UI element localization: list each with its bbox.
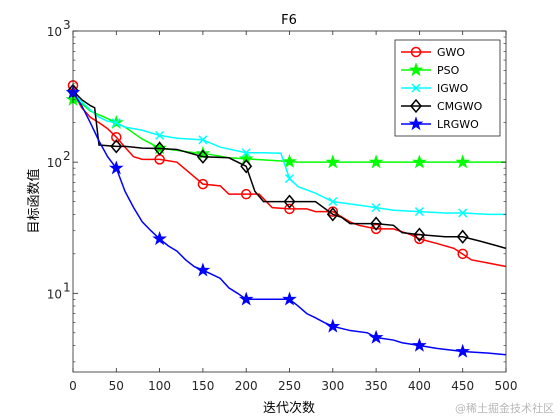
marker-pso	[282, 153, 297, 168]
marker-gwo	[370, 223, 382, 235]
marker-igwo	[198, 135, 208, 145]
y-axis-label: 目标函数值	[26, 168, 42, 233]
marker-cmgwo	[110, 139, 123, 154]
x-tick-label: 200	[235, 379, 258, 393]
legend-label: LRGWO	[437, 118, 479, 131]
legend-entry-pso: PSO	[401, 62, 460, 77]
x-tick-label: 250	[278, 379, 301, 393]
watermark-text: @稀土掘金技术社区	[455, 402, 554, 415]
legend: GWO PSO IGWO CMGWO LRGWO	[394, 39, 501, 137]
marker-igwo	[284, 174, 295, 184]
x-tick-label: 0	[69, 379, 77, 393]
series-igwo	[68, 89, 506, 218]
marker-gwo	[111, 131, 122, 143]
x-tick-label: 400	[408, 379, 431, 393]
legend-marker	[408, 62, 424, 77]
legend-marker	[410, 46, 422, 58]
legend-label: CMGWO	[437, 100, 483, 113]
marker-cmgwo	[240, 159, 253, 174]
legend-entry-lrgwo: LRGWO	[401, 116, 479, 131]
x-tick-label: 350	[365, 379, 388, 393]
marker-cmgwo	[283, 194, 296, 209]
legend-entry-gwo: GWO	[401, 46, 465, 59]
legend-label: GWO	[437, 46, 465, 59]
x-axis-label: 迭代次数	[263, 400, 315, 416]
x-tick-label: 500	[495, 379, 518, 393]
x-tick-label: 450	[451, 379, 474, 393]
marker-lrgwo	[108, 160, 124, 175]
marker-lrgwo	[325, 318, 341, 333]
series-layer	[65, 80, 507, 358]
legend-marker	[411, 83, 421, 93]
marker-gwo	[197, 178, 209, 190]
marker-cmgwo	[413, 227, 426, 242]
legend-entry-cmgwo: CMGWO	[401, 98, 483, 114]
chart-title: F6	[281, 13, 297, 28]
legend-marker	[408, 116, 424, 131]
marker-cmgwo	[456, 229, 469, 244]
marker-cmgwo	[153, 141, 166, 156]
x-tick-label: 50	[109, 379, 124, 393]
marker-pso	[152, 140, 167, 155]
series-line-cmgwo	[72, 90, 507, 250]
marker-pso	[412, 154, 427, 169]
y-tick-exponent: 2	[63, 149, 71, 163]
x-tick-label: 100	[148, 379, 171, 393]
y-tick-label: 10	[47, 156, 62, 170]
marker-igwo	[371, 203, 381, 213]
legend-label: IGWO	[437, 82, 469, 95]
legend-label: PSO	[437, 64, 460, 77]
y-tick-label: 10	[47, 25, 62, 39]
legend-marker	[410, 98, 422, 114]
series-line-lrgwo	[72, 92, 507, 356]
marker-igwo	[155, 130, 165, 140]
y-tick-label: 10	[47, 287, 62, 301]
marker-pso	[455, 154, 471, 169]
marker-igwo	[414, 207, 424, 217]
y-tick-exponent: 1	[63, 280, 71, 294]
marker-igwo	[241, 148, 251, 158]
marker-gwo	[284, 203, 295, 215]
series-line-pso	[72, 98, 506, 163]
marker-cmgwo	[326, 207, 339, 222]
marker-igwo	[458, 208, 468, 218]
marker-lrgwo	[195, 262, 211, 277]
marker-lrgwo	[152, 231, 167, 246]
marker-lrgwo	[455, 343, 471, 358]
marker-pso	[368, 154, 384, 169]
x-tick-label: 300	[321, 379, 344, 393]
series-line-igwo	[72, 93, 506, 216]
legend-entry-igwo: IGWO	[401, 82, 469, 95]
x-tick-label: 150	[191, 379, 214, 393]
marker-cmgwo	[370, 216, 383, 231]
marker-cmgwo	[196, 149, 209, 164]
marker-lrgwo	[282, 291, 297, 306]
marker-gwo	[457, 248, 468, 260]
marker-lrgwo	[238, 291, 254, 306]
marker-gwo	[240, 188, 252, 200]
marker-pso	[325, 154, 341, 169]
series-cmgwo	[67, 83, 507, 250]
marker-igwo	[328, 197, 338, 207]
y-tick-exponent: 3	[63, 18, 71, 32]
marker-lrgwo	[368, 329, 384, 344]
marker-lrgwo	[412, 337, 427, 352]
marker-igwo	[111, 118, 121, 128]
